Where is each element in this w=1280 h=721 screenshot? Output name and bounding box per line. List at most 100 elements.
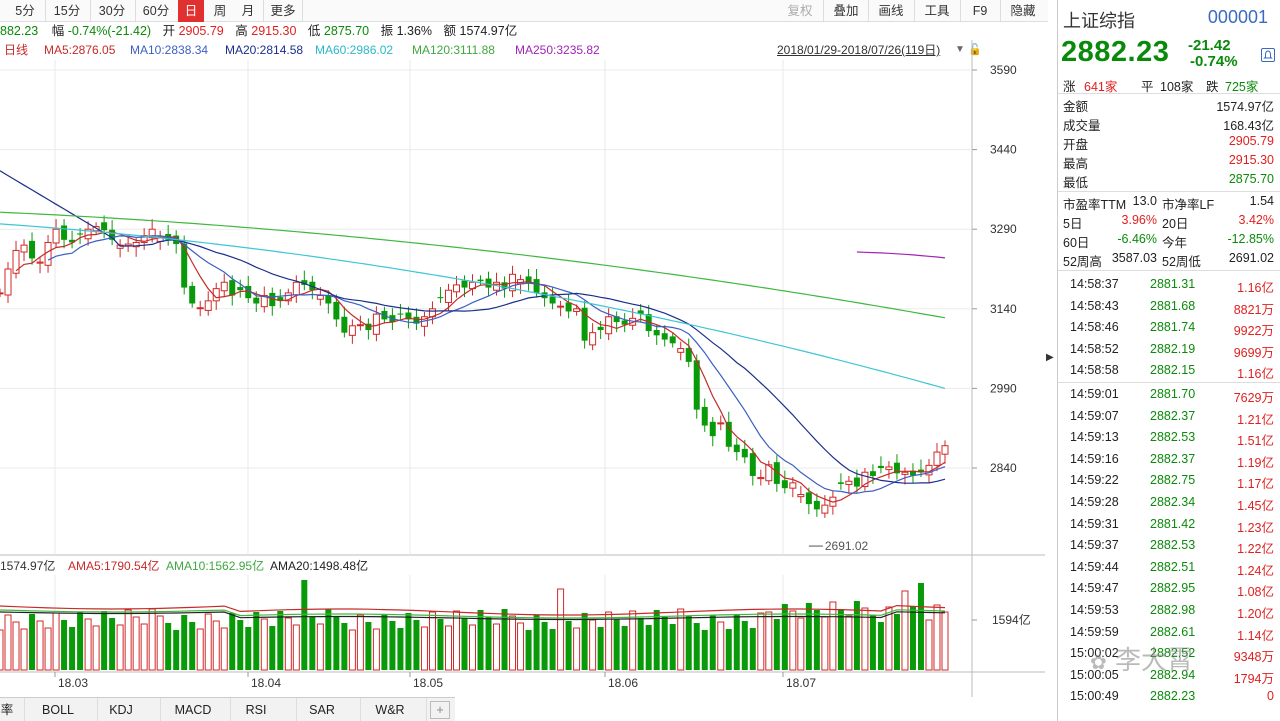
candle-body <box>325 295 332 304</box>
tick-row: 14:58:52 2882.19 9699万 <box>1058 339 1280 360</box>
add-indicator-button[interactable]: + <box>430 701 450 719</box>
tick-volume: 1.22亿 <box>1237 542 1274 557</box>
tick-price: 2882.53 <box>1150 538 1196 553</box>
quote-row-value: 168.43亿 <box>1223 119 1274 133</box>
quote-row: 金额 1574.97亿 <box>1058 95 1280 114</box>
candle-body <box>116 244 124 249</box>
period-5min-button[interactable]: 5分 <box>15 4 35 18</box>
candle-body <box>669 336 676 344</box>
candle-body <box>452 284 460 293</box>
tick-row: 14:59:01 2881.70 7629万 <box>1058 384 1280 405</box>
period-week-button[interactable]: 周 <box>213 4 227 18</box>
tab-rsi[interactable]: RSI <box>245 703 267 717</box>
volume-bar <box>116 624 124 671</box>
stat-row: 52周高 3587.03 52周低 2691.02 <box>1058 250 1280 269</box>
up-label: 涨 <box>1063 80 1076 94</box>
date-range-label[interactable]: 2018/01/29-2018/07/26(119日) <box>777 43 941 57</box>
tick-price: 2882.51 <box>1150 559 1196 574</box>
high-value: 2915.30 <box>251 24 297 38</box>
alert-bell-icon[interactable] <box>1261 48 1275 62</box>
tools-button[interactable]: 工具 <box>924 4 950 18</box>
tab-rate[interactable]: 率 <box>0 703 14 717</box>
x-tick-label: 18.06 <box>608 676 638 690</box>
open-label: 开 <box>162 24 176 38</box>
candle-body <box>196 307 204 310</box>
period-month-button[interactable]: 月 <box>241 4 255 18</box>
candle-body <box>77 233 84 235</box>
volume-bar <box>581 613 588 670</box>
volume-bar <box>853 601 860 670</box>
candle-body <box>733 444 740 453</box>
volume-bar <box>132 616 140 671</box>
volume-bar <box>549 629 556 670</box>
period-60min-button[interactable]: 60分 <box>142 4 170 18</box>
volume-bar <box>789 610 797 671</box>
up-count: 641家 <box>1084 80 1118 94</box>
tab-boll[interactable]: BOLL <box>42 703 74 717</box>
ma20-line <box>0 170 946 484</box>
volume-bar <box>717 621 725 671</box>
x-tick-label: 18.07 <box>786 676 816 690</box>
volume-bar <box>781 604 788 670</box>
draw-line-button[interactable]: 画线 <box>878 4 904 18</box>
volume-bar <box>917 583 924 670</box>
volume-bar <box>397 628 404 670</box>
tab-sar[interactable]: SAR <box>309 703 335 717</box>
quote-row-label: 开盘 <box>1063 138 1089 152</box>
volume-bar <box>493 623 501 671</box>
collapse-panel-icon[interactable]: ▶ <box>1046 352 1054 363</box>
tick-row: 14:59:22 2882.75 1.17亿 <box>1058 470 1280 491</box>
lock-icon[interactable]: 🔓 <box>968 44 982 56</box>
tab-macd[interactable]: MACD <box>174 703 212 717</box>
volume-bar <box>653 610 660 670</box>
dropdown-triangle-icon[interactable]: ▼ <box>955 44 965 55</box>
price-info-line: 882.23 幅 -0.74%(-21.42) 开 2905.79 高 2915… <box>0 22 517 40</box>
tab-wr[interactable]: W&R <box>375 703 405 717</box>
candle-body <box>581 307 588 341</box>
tick-price: 2882.98 <box>1150 603 1196 617</box>
volume-bar <box>189 622 196 670</box>
volume-bar <box>333 616 340 670</box>
volume-bar <box>405 613 412 670</box>
volume-bar <box>741 621 748 670</box>
kline-chart[interactable]: 3590 3440 3290 3140 2990 2840 18.03 18.04 18.05 1… <box>0 0 1045 697</box>
period-toolbar: 5分 15分 30分 60分 日 周 月 更多 复权 叠加 画线 工具 F9 隐… <box>0 0 1048 22</box>
tick-time: 14:59:37 <box>1070 538 1119 553</box>
candle-body <box>637 310 644 315</box>
low-label: 低 <box>307 24 321 38</box>
ama10-label: AMA10:1562.95亿 <box>166 559 265 573</box>
candle-body <box>132 241 140 248</box>
ma60-label: MA60:2986.02 <box>315 43 394 57</box>
stat-value: -6.46% <box>1117 232 1157 246</box>
volume-bar <box>637 618 644 670</box>
overlay-button[interactable]: 叠加 <box>833 4 859 18</box>
candle-body <box>52 228 60 244</box>
volume-bar <box>372 628 380 671</box>
tick-price: 2881.70 <box>1150 387 1196 401</box>
ama5-label: AMA5:1790.54亿 <box>68 559 160 573</box>
tick-time: 14:59:16 <box>1070 451 1119 466</box>
hide-button[interactable]: 隐藏 <box>1010 4 1036 18</box>
candle-body <box>885 466 893 471</box>
f9-button[interactable]: F9 <box>972 4 988 18</box>
volume-bar <box>61 620 68 670</box>
tab-kdj[interactable]: KDJ <box>109 703 133 717</box>
tick-time: 14:59:01 <box>1070 387 1119 401</box>
ma120-line <box>0 211 946 319</box>
tick-price: 2882.61 <box>1150 624 1196 639</box>
tick-time: 15:00:49 <box>1070 689 1119 704</box>
candle-body <box>565 302 572 312</box>
amount-value: 1574.97亿 <box>459 24 518 38</box>
period-more-button[interactable]: 更多 <box>270 4 296 18</box>
volume-bar <box>69 627 76 670</box>
volume-bar <box>181 615 188 670</box>
period-30min-button[interactable]: 30分 <box>98 4 126 18</box>
restore-rights-button[interactable]: 复权 <box>787 4 813 18</box>
period-day-button[interactable]: 日 <box>178 0 204 22</box>
volume-bar <box>517 622 525 671</box>
volume-bar <box>452 610 460 671</box>
volume-bar <box>29 614 36 670</box>
candle-body <box>12 249 20 274</box>
tick-time: 15:00:05 <box>1070 667 1119 682</box>
period-15min-button[interactable]: 15分 <box>53 4 81 18</box>
